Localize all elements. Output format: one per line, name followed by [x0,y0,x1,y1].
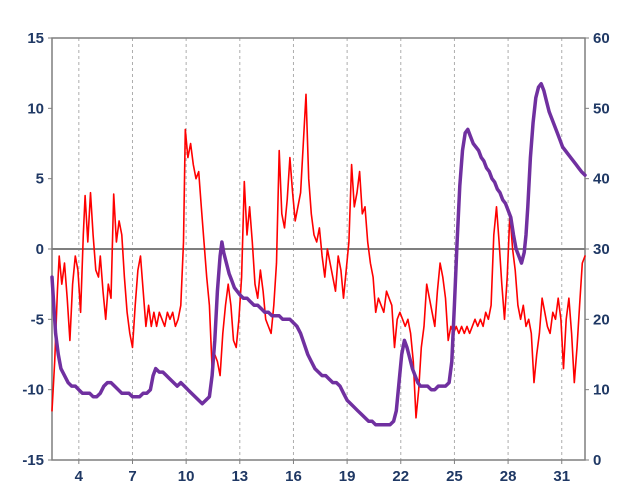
right-tick-label: 10 [593,382,610,399]
x-tick-label: 4 [75,468,84,485]
left-tick-label: 10 [27,100,44,117]
right-tick-label: 20 [593,311,610,328]
x-tick-label: 7 [128,468,136,485]
x-tick-label: 16 [285,468,302,485]
right-tick-label: 50 [593,100,610,117]
right-tick-label: 60 [593,30,610,47]
x-tick-label: 28 [500,468,517,485]
x-tick-label: 22 [392,468,409,485]
x-tick-label: 10 [178,468,195,485]
left-tick-label: -15 [22,452,44,469]
right-tick-label: 40 [593,171,610,188]
left-tick-label: 0 [36,241,44,258]
x-tick-label: 19 [339,468,356,485]
right-tick-label: 0 [593,452,601,469]
x-tick-label: 13 [231,468,248,485]
x-tick-label: 31 [553,468,570,485]
right-tick-label: 30 [593,241,610,258]
plot-border [51,37,586,461]
series-line-temperature [51,93,586,419]
series-line-snow-depth [50,81,587,427]
left-tick-label: -5 [31,311,44,328]
left-tick-label: 15 [27,30,44,47]
left-tick-label: -10 [22,382,44,399]
x-tick-label: 25 [446,468,463,485]
left-tick-label: 5 [36,171,44,188]
